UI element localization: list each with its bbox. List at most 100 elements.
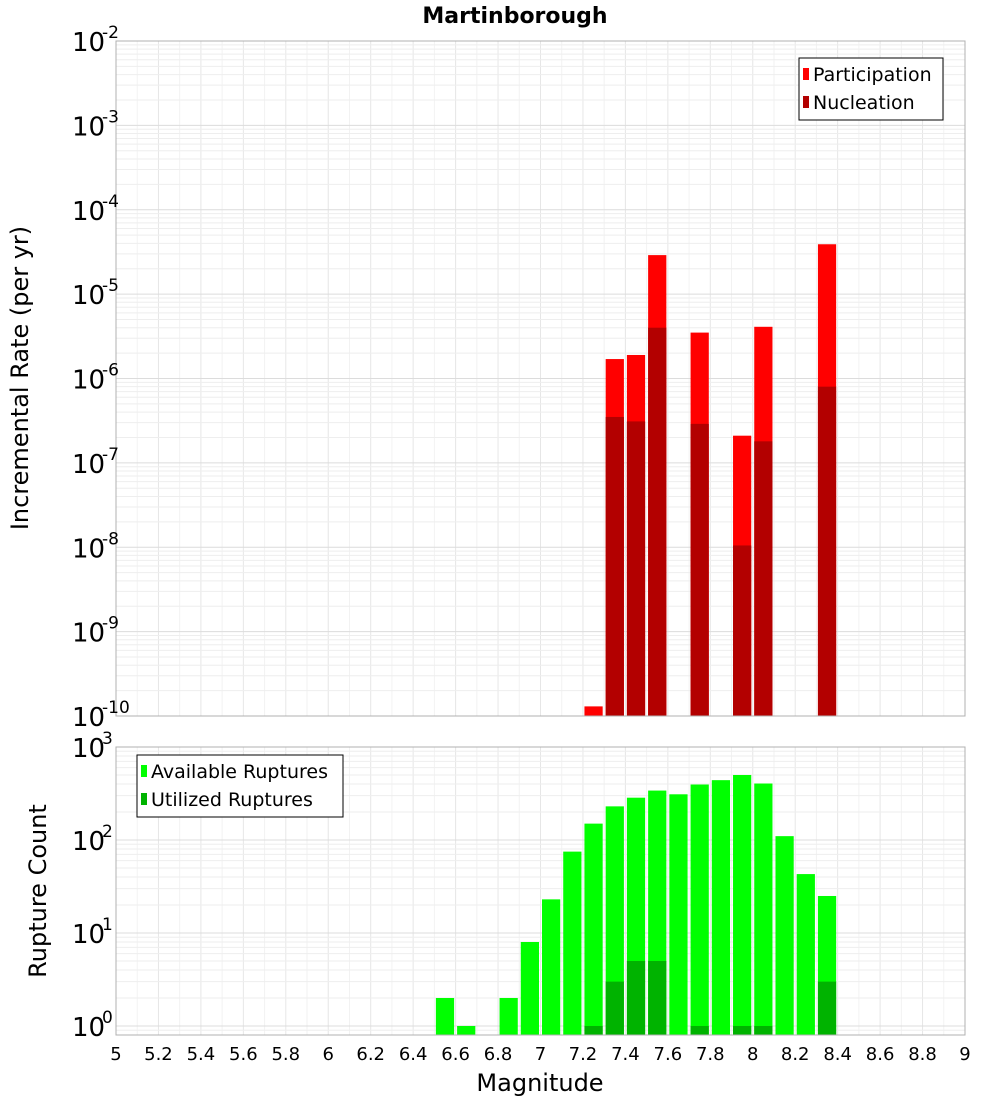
x-tick-label: 8.2 bbox=[781, 1044, 810, 1065]
y-tick-base: 10 bbox=[72, 534, 105, 564]
y-tick-base: 10 bbox=[72, 450, 105, 480]
y-tick-label: 10-2 bbox=[72, 23, 119, 58]
x-tick-label: 7 bbox=[535, 1044, 546, 1065]
top-y-tick-labels: 10-210-310-410-510-610-710-810-910-10 bbox=[72, 23, 130, 733]
y-tick-base: 10 bbox=[72, 703, 105, 733]
bar-participation bbox=[584, 706, 603, 716]
bar-utilized-ruptures bbox=[690, 1025, 709, 1035]
bar-nucleation bbox=[733, 545, 752, 716]
x-tick-label: 6.4 bbox=[399, 1044, 428, 1065]
bar-available-ruptures bbox=[542, 899, 561, 1035]
bar-available-ruptures bbox=[563, 851, 582, 1035]
bar-available-ruptures bbox=[435, 997, 455, 1035]
y-tick-label: 102 bbox=[72, 822, 113, 857]
x-tick-label: 6 bbox=[323, 1044, 334, 1065]
y-tick-label: 10-4 bbox=[72, 192, 119, 227]
top-legend: Participation Nucleation bbox=[798, 57, 944, 121]
y-tick-base: 10 bbox=[72, 920, 105, 950]
y-tick-label: 10-7 bbox=[72, 445, 119, 480]
bar-available-ruptures bbox=[499, 997, 518, 1035]
y-tick-exponent: 0 bbox=[102, 1008, 113, 1028]
legend-box bbox=[798, 57, 944, 121]
y-tick-exponent: -6 bbox=[102, 361, 119, 381]
top-grid bbox=[115, 40, 966, 717]
bottom-plot-border bbox=[115, 746, 966, 1036]
y-tick-exponent: 2 bbox=[102, 822, 113, 842]
y-tick-exponent: -9 bbox=[102, 614, 119, 634]
legend-swatch bbox=[803, 96, 809, 108]
bottom-bars bbox=[435, 774, 837, 1035]
bottom-legend: Available Ruptures Utilized Ruptures bbox=[136, 754, 344, 818]
x-tick-label: 7.6 bbox=[654, 1044, 683, 1065]
y-tick-base: 10 bbox=[72, 734, 105, 764]
y-tick-base: 10 bbox=[72, 1013, 105, 1043]
x-tick-label: 8 bbox=[747, 1044, 758, 1065]
y-tick-exponent: -4 bbox=[102, 192, 119, 212]
bar-available-ruptures bbox=[775, 836, 794, 1035]
y-tick-base: 10 bbox=[72, 281, 105, 311]
x-tick-label: 5.8 bbox=[271, 1044, 300, 1065]
y-tick-base: 10 bbox=[72, 28, 105, 58]
bar-available-ruptures bbox=[457, 1025, 476, 1035]
legend-swatch bbox=[803, 68, 809, 80]
y-tick-base: 10 bbox=[72, 197, 105, 227]
top-bars bbox=[584, 244, 837, 717]
y-tick-exponent: -3 bbox=[102, 107, 119, 127]
top-plot-border bbox=[115, 40, 966, 717]
x-tick-label: 8.6 bbox=[866, 1044, 895, 1065]
y-tick-exponent: 1 bbox=[102, 915, 113, 935]
bar-utilized-ruptures bbox=[754, 1025, 773, 1035]
legend-label: Nucleation bbox=[813, 92, 915, 114]
x-tick-labels: 5 5.2 5.4 5.6 5.8 6 6.2 6.4 6.6 6.8 7 7.2 7.4 7.6 7.8 8… bbox=[110, 1044, 970, 1065]
bar-nucleation bbox=[690, 423, 709, 716]
x-tick-label: 6.8 bbox=[484, 1044, 513, 1065]
y-tick-label: 10-8 bbox=[72, 529, 119, 564]
legend-box bbox=[136, 754, 344, 818]
y-tick-label: 10-9 bbox=[72, 614, 119, 649]
legend-swatch bbox=[141, 765, 147, 777]
y-tick-base: 10 bbox=[72, 112, 105, 142]
bar-utilized-ruptures bbox=[626, 960, 646, 1035]
x-tick-label: 7.4 bbox=[611, 1044, 640, 1065]
y-tick-exponent: -7 bbox=[102, 445, 119, 465]
x-axis-label: Magnitude bbox=[476, 1069, 603, 1097]
bar-available-ruptures bbox=[520, 942, 539, 1035]
bar-utilized-ruptures bbox=[648, 960, 667, 1035]
y-tick-exponent: -5 bbox=[102, 276, 119, 296]
y-tick-base: 10 bbox=[72, 827, 105, 857]
y-tick-exponent: -10 bbox=[102, 698, 130, 718]
y-tick-label: 10-6 bbox=[72, 361, 119, 396]
bar-utilized-ruptures bbox=[817, 981, 837, 1035]
bottom-y-axis-label: Rupture Count bbox=[24, 804, 52, 978]
legend-label: Available Ruptures bbox=[151, 761, 328, 783]
y-tick-exponent: -2 bbox=[102, 23, 119, 43]
y-tick-base: 10 bbox=[72, 619, 105, 649]
x-tick-label: 8.8 bbox=[908, 1044, 937, 1065]
bar-nucleation bbox=[817, 386, 837, 716]
x-tick-label: 5 bbox=[110, 1044, 121, 1065]
y-tick-label: 10-10 bbox=[72, 698, 130, 733]
bar-available-ruptures bbox=[796, 874, 815, 1035]
x-tick-label: 5.2 bbox=[144, 1044, 173, 1065]
bar-nucleation bbox=[754, 441, 773, 716]
y-tick-label: 101 bbox=[72, 915, 113, 950]
bar-available-ruptures bbox=[669, 794, 688, 1035]
y-tick-label: 100 bbox=[72, 1008, 113, 1043]
y-tick-base: 10 bbox=[72, 366, 105, 396]
x-tick-label: 7.2 bbox=[569, 1044, 598, 1065]
x-tick-label: 5.6 bbox=[229, 1044, 258, 1065]
bar-available-ruptures bbox=[584, 823, 603, 1035]
x-tick-label: 8.4 bbox=[823, 1044, 852, 1065]
x-tick-label: 7.8 bbox=[696, 1044, 725, 1065]
top-y-axis-label: Incremental Rate (per yr) bbox=[6, 226, 34, 530]
x-tick-label: 9 bbox=[959, 1044, 970, 1065]
y-tick-label: 10-5 bbox=[72, 276, 119, 311]
y-tick-exponent: -8 bbox=[102, 529, 119, 549]
bar-available-ruptures bbox=[754, 783, 773, 1035]
bar-utilized-ruptures bbox=[605, 981, 624, 1035]
bar-available-ruptures bbox=[711, 780, 731, 1035]
chart-title: Martinborough bbox=[422, 4, 607, 29]
legend-swatch bbox=[141, 793, 147, 805]
